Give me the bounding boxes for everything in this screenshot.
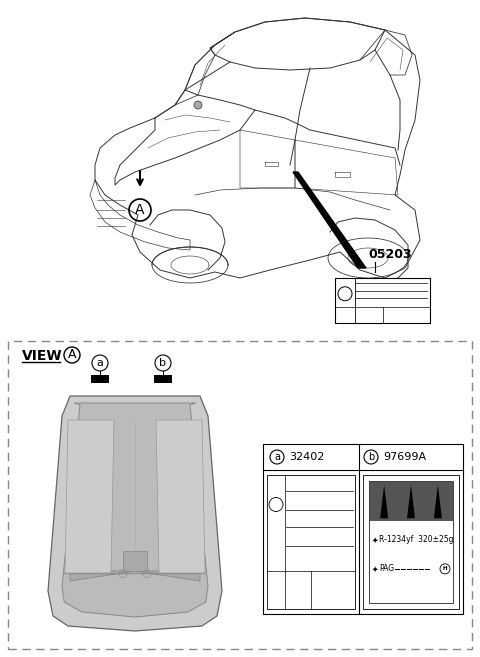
Circle shape bbox=[194, 101, 202, 109]
Text: 32402: 32402 bbox=[289, 452, 324, 462]
Text: ✦: ✦ bbox=[372, 564, 378, 574]
Text: b: b bbox=[159, 358, 167, 368]
Polygon shape bbox=[70, 571, 200, 581]
FancyBboxPatch shape bbox=[363, 475, 459, 609]
Text: a: a bbox=[274, 452, 280, 462]
FancyBboxPatch shape bbox=[154, 375, 172, 383]
Polygon shape bbox=[48, 396, 222, 631]
Text: a: a bbox=[96, 358, 103, 368]
Polygon shape bbox=[293, 172, 366, 268]
FancyBboxPatch shape bbox=[267, 475, 355, 609]
FancyBboxPatch shape bbox=[335, 278, 430, 323]
Polygon shape bbox=[65, 571, 129, 574]
FancyBboxPatch shape bbox=[263, 444, 463, 614]
Text: H: H bbox=[443, 566, 447, 572]
Polygon shape bbox=[123, 551, 147, 571]
Polygon shape bbox=[407, 485, 415, 518]
Text: A: A bbox=[68, 348, 76, 361]
Text: VIEW: VIEW bbox=[22, 349, 62, 363]
Polygon shape bbox=[434, 485, 442, 518]
Polygon shape bbox=[62, 403, 208, 617]
Text: 97699A: 97699A bbox=[383, 452, 426, 462]
Text: ✦: ✦ bbox=[372, 535, 378, 544]
Text: PAG: PAG bbox=[379, 564, 394, 574]
Polygon shape bbox=[141, 571, 205, 574]
Text: b: b bbox=[368, 452, 374, 462]
Text: R-1234yf  320±25g: R-1234yf 320±25g bbox=[379, 535, 454, 544]
Polygon shape bbox=[65, 420, 114, 573]
Text: A: A bbox=[135, 203, 145, 217]
FancyBboxPatch shape bbox=[369, 481, 453, 521]
Text: 05203: 05203 bbox=[368, 248, 412, 261]
FancyBboxPatch shape bbox=[91, 375, 109, 383]
Polygon shape bbox=[380, 485, 388, 518]
Polygon shape bbox=[156, 420, 205, 573]
